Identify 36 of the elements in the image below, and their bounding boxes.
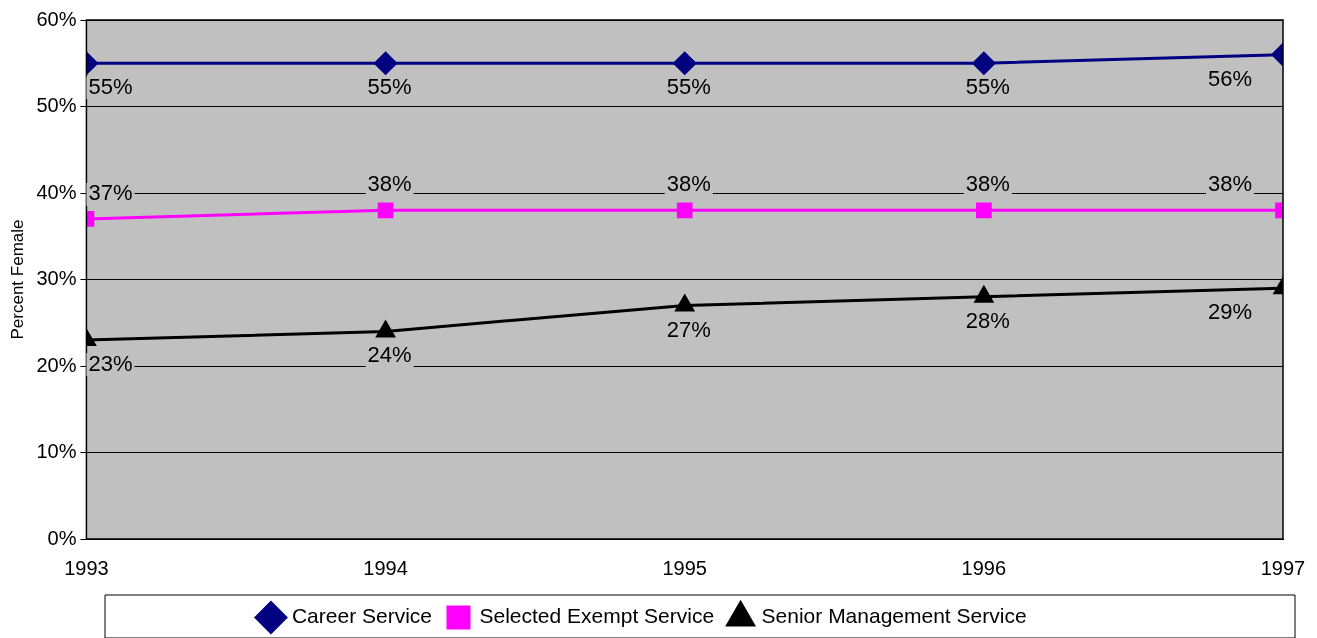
data-label: 38% [367,171,412,197]
y-tick-label: 60% [36,7,77,30]
data-label: 29% [1208,299,1253,325]
y-tick-label: 50% [36,94,77,117]
point [975,202,992,219]
data-label: 56% [1208,65,1253,91]
data-label: 38% [965,171,1010,197]
x-tick-label: 1993 [64,556,109,579]
y-tick-label: 10% [36,440,77,463]
x-tick-label: 1995 [662,556,707,579]
y-tick-label: 0% [47,526,77,549]
y-tick-label: 40% [36,180,77,203]
point [676,202,693,219]
data-label: 55% [367,74,412,100]
x-tick-label: 1996 [961,556,1007,579]
legend-label: Selected Exempt Service [479,604,715,628]
point [673,51,697,75]
data-label: 38% [1208,171,1253,197]
y-tick-label: 20% [36,353,77,376]
data-label: 24% [367,342,412,368]
data-label: 55% [88,74,133,100]
data-label: 27% [666,316,711,342]
x-tick-label: 1994 [363,556,408,579]
data-label: 37% [88,180,133,206]
legend-label: Career Service [291,604,432,628]
data-label: 38% [666,171,711,197]
data-label: 28% [965,307,1010,333]
x-tick-label: 1997 [1260,556,1306,579]
legend-label: Senior Management Service [761,604,1027,628]
point [374,51,398,75]
point [675,294,695,312]
y-tick-label: 30% [36,267,77,290]
data-label: 23% [88,351,133,377]
y-axis-title: Percent Female [7,219,27,340]
data-label: 55% [965,74,1010,100]
data-label: 55% [666,74,711,100]
